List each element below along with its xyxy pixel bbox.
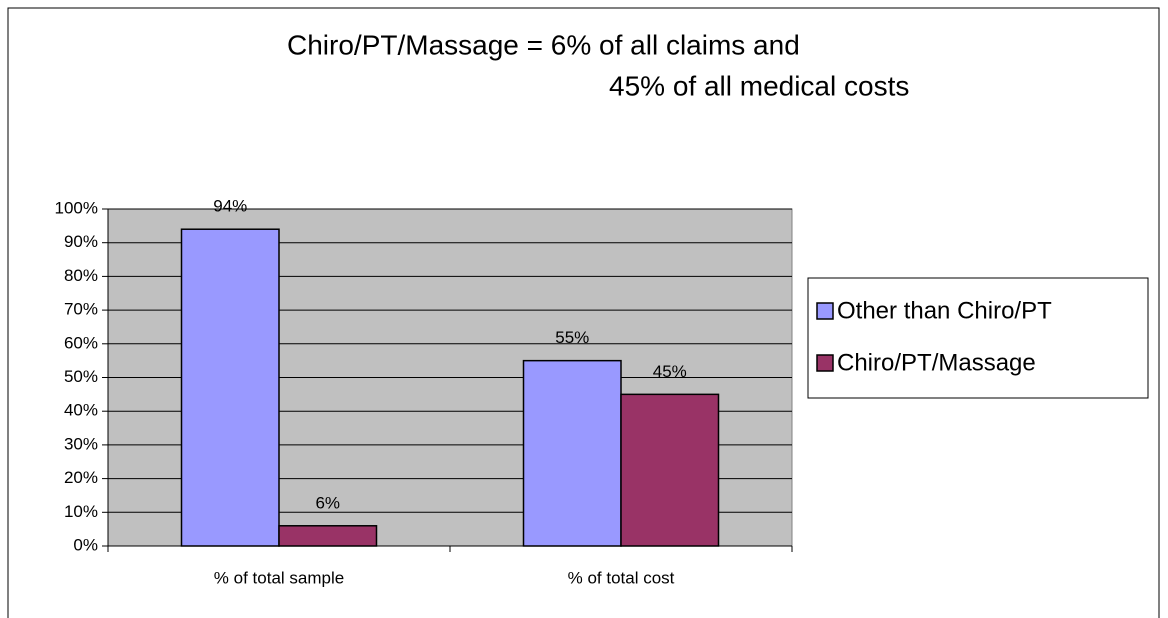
y-tick-label: 20%: [64, 468, 98, 487]
y-tick-label: 30%: [64, 434, 98, 453]
bar: [278, 525, 378, 547]
legend: [807, 277, 1149, 399]
y-tick-label: 10%: [64, 502, 98, 521]
x-tick-label: % of total cost: [568, 568, 675, 587]
chart-title: Chiro/PT/Massage = 6% of all claims and: [287, 29, 800, 60]
chart-title: 45% of all medical costs: [609, 70, 909, 101]
bar: [522, 359, 622, 547]
bar: [180, 228, 280, 547]
legend-swatch: [816, 302, 834, 320]
y-tick-label: 100%: [55, 198, 98, 217]
data-label: 6%: [315, 493, 340, 512]
legend-label: Other than Chiro/PT: [837, 297, 1052, 324]
y-tick-label: 0%: [73, 535, 98, 554]
y-tick-label: 80%: [64, 266, 98, 285]
y-tick-label: 70%: [64, 300, 98, 319]
data-label: 45%: [653, 362, 687, 381]
bar: [620, 393, 720, 547]
data-label: 94%: [213, 197, 247, 216]
y-tick-label: 40%: [64, 401, 98, 420]
data-label: 55%: [555, 328, 589, 347]
legend-label: Chiro/PT/Massage: [837, 349, 1036, 376]
y-tick-label: 50%: [64, 367, 98, 386]
y-tick-label: 90%: [64, 232, 98, 251]
x-tick-label: % of total sample: [214, 568, 344, 587]
legend-swatch: [816, 354, 834, 372]
y-tick-label: 60%: [64, 333, 98, 352]
